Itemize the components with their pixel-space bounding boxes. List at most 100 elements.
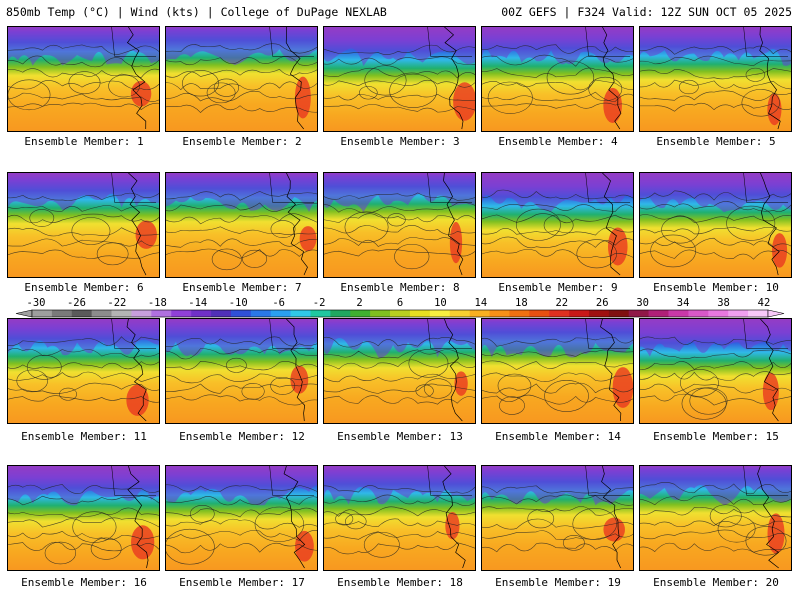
temperature-map: [482, 319, 633, 423]
colorbar-swatch: [688, 310, 709, 317]
colorbar-tick-label: -22: [107, 297, 126, 309]
colorbar-tick-label: -14: [188, 297, 207, 309]
colorbar-swatch: [469, 310, 490, 317]
temperature-map: [8, 173, 159, 277]
colorbar-tick-label: 22: [555, 297, 568, 309]
colorbar-swatch: [569, 310, 590, 317]
temperature-map: [640, 466, 791, 570]
colorbar-tick-label: 10: [434, 297, 447, 309]
ensemble-member-label: Ensemble Member: 1: [24, 135, 144, 148]
colorbar-swatch: [370, 310, 391, 317]
colorbar-tick-label: 6: [397, 297, 403, 309]
ensemble-panel-14: [481, 318, 634, 424]
colorbar-swatch: [608, 310, 630, 317]
ensemble-member-label: Ensemble Member: 7: [182, 281, 302, 294]
colorbar-swatch: [628, 310, 649, 317]
temperature-map: [166, 173, 317, 277]
ensemble-panel-8: [323, 172, 476, 278]
temperature-map: [324, 466, 475, 570]
colorbar-swatch: [668, 310, 689, 317]
ensemble-panel-19: [481, 465, 634, 571]
temperature-map: [8, 319, 159, 423]
colorbar-swatch: [409, 310, 431, 317]
colorbar-swatch: [648, 310, 669, 317]
colorbar-svg: -30 -26 -22 -18 -14 -10 -6 -2 2 6 10 14 18 22 26 30 34 38…: [15, 297, 785, 318]
ensemble-member-label: Ensemble Member: 2: [182, 135, 302, 148]
temperature-map: [324, 27, 475, 131]
colorbar-tick-label: 42: [758, 297, 771, 309]
colorbar-swatch: [708, 310, 729, 317]
colorbar-swatch: [449, 310, 470, 317]
colorbar-swatch: [211, 310, 232, 317]
colorbar-swatch: [51, 310, 73, 317]
colorbar-tick-label: -18: [148, 297, 167, 309]
colorbar-swatch: [270, 310, 291, 317]
colorbar-swatch: [290, 310, 311, 317]
colorbar-swatch: [191, 310, 212, 317]
ensemble-panel-18: [323, 465, 476, 571]
colorbar-tick-label: 30: [636, 297, 649, 309]
temperature-map: [8, 27, 159, 131]
ensemble-member-label: Ensemble Member: 13: [337, 430, 463, 443]
temperature-map: [640, 27, 791, 131]
ensemble-panel-12: [165, 318, 318, 424]
colorbar-tick-label: -10: [229, 297, 248, 309]
ensemble-panel-5: [639, 26, 792, 132]
ensemble-panel-6: [7, 172, 160, 278]
colorbar-swatch: [529, 310, 550, 317]
ensemble-member-label: Ensemble Member: 9: [498, 281, 618, 294]
temperature-map: [482, 27, 633, 131]
colorbar-tick-label: -6: [272, 297, 285, 309]
ensemble-panel-20: [639, 465, 792, 571]
colorbar-swatch: [91, 310, 112, 317]
temperature-map: [482, 173, 633, 277]
ensemble-member-label: Ensemble Member: 20: [653, 576, 779, 589]
ensemble-panel-11: [7, 318, 160, 424]
ensemble-member-label: Ensemble Member: 6: [24, 281, 144, 294]
temperature-map: [324, 173, 475, 277]
colorbar-right-arrow: [767, 309, 785, 318]
colorbar-tick-label: -30: [27, 297, 46, 309]
temperature-map: [166, 27, 317, 131]
colorbar-tick-label: 38: [717, 297, 730, 309]
ensemble-member-label: Ensemble Member: 5: [656, 135, 776, 148]
colorbar-swatch: [310, 310, 331, 317]
colorbar-swatch: [250, 310, 272, 317]
ensemble-member-label: Ensemble Member: 8: [340, 281, 460, 294]
colorbar-tick-label: 18: [515, 297, 528, 309]
colorbar-swatch: [429, 310, 451, 317]
colorbar-tick-label: -26: [67, 297, 86, 309]
temperature-colorbar: -30 -26 -22 -18 -14 -10 -6 -2 2 6 10 14 18 22 26 30 34 38…: [0, 296, 800, 324]
ensemble-panel-10: [639, 172, 792, 278]
temperature-map: [640, 319, 791, 423]
colorbar-swatch: [748, 310, 769, 317]
ensemble-member-label: Ensemble Member: 10: [653, 281, 779, 294]
ensemble-panel-13: [323, 318, 476, 424]
temperature-map: [166, 319, 317, 423]
ensemble-panel-1: [7, 26, 160, 132]
colorbar-swatch: [489, 310, 510, 317]
colorbar-swatch: [131, 310, 152, 317]
colorbar-swatch: [330, 310, 351, 317]
temperature-map: [482, 466, 633, 570]
ensemble-member-label: Ensemble Member: 17: [179, 576, 305, 589]
header-valid-time: 00Z GEFS | F324 Valid: 12Z SUN OCT 05 20…: [501, 5, 792, 19]
colorbar-swatch: [151, 310, 172, 317]
ensemble-panel-4: [481, 26, 634, 132]
ensemble-panel-17: [165, 465, 318, 571]
colorbar-swatch: [549, 310, 570, 317]
colorbar-swatch: [350, 310, 371, 317]
colorbar-left-arrow: [15, 309, 33, 318]
ensemble-member-label: Ensemble Member: 4: [498, 135, 618, 148]
colorbar-swatch: [390, 310, 411, 317]
header-title: 850mb Temp (°C) | Wind (kts) | College o…: [6, 5, 387, 19]
colorbar-tick-label: 34: [677, 297, 690, 309]
ensemble-panel-15: [639, 318, 792, 424]
colorbar-swatch: [509, 310, 530, 317]
ensemble-member-label: Ensemble Member: 18: [337, 576, 463, 589]
colorbar-tick-label: 2: [356, 297, 362, 309]
colorbar-tick-label: -2: [313, 297, 326, 309]
ensemble-member-label: Ensemble Member: 16: [21, 576, 147, 589]
ensemble-member-label: Ensemble Member: 14: [495, 430, 621, 443]
ensemble-panel-7: [165, 172, 318, 278]
